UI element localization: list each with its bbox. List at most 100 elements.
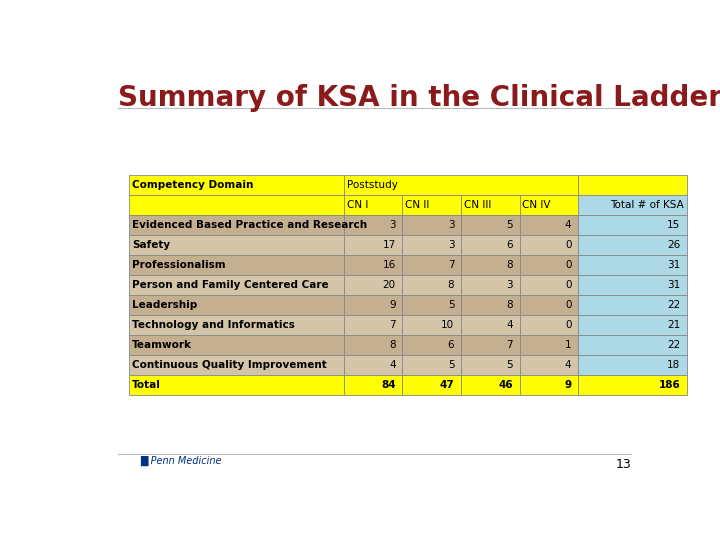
Text: 4: 4 [389,360,396,369]
Bar [129,315,344,335]
Bar [129,275,344,295]
Text: █ Penn Medicine: █ Penn Medicine [140,456,222,465]
Bar [520,255,578,275]
Text: 186: 186 [659,380,680,389]
Bar [344,175,578,195]
Text: 9: 9 [564,380,572,389]
Text: 1: 1 [565,340,572,349]
Text: 9: 9 [389,300,396,310]
Bar [520,295,578,315]
Bar [344,255,402,275]
Text: Poststudy: Poststudy [347,180,397,190]
Text: 26: 26 [667,240,680,250]
Text: Professionalism: Professionalism [132,260,225,270]
Text: 18: 18 [667,360,680,369]
Bar [578,235,687,255]
Bar [344,315,402,335]
Bar [520,315,578,335]
Text: 7: 7 [448,260,454,270]
Bar [402,235,461,255]
Bar [461,235,520,255]
Bar [578,315,687,335]
Bar [402,375,461,395]
Bar [129,195,344,215]
Bar [344,375,402,395]
Bar [461,255,520,275]
Bar [129,295,344,315]
Bar [402,275,461,295]
Text: Leadership: Leadership [132,300,197,310]
Bar [129,215,344,235]
Text: Competency Domain: Competency Domain [132,180,253,190]
Text: 7: 7 [506,340,513,349]
Text: 4: 4 [506,320,513,330]
Text: CN IV: CN IV [523,200,551,210]
Text: 20: 20 [382,280,396,290]
Bar [129,235,344,255]
Text: Continuous Quality Improvement: Continuous Quality Improvement [132,360,327,369]
Bar [578,275,687,295]
Bar [344,295,402,315]
Text: 15: 15 [667,220,680,230]
Text: 8: 8 [448,280,454,290]
Text: 3: 3 [448,220,454,230]
Text: CN III: CN III [464,200,491,210]
Bar [402,355,461,375]
Bar [461,335,520,355]
Bar [402,315,461,335]
Bar [578,335,687,355]
Bar [402,295,461,315]
Bar [461,215,520,235]
Text: 0: 0 [565,260,572,270]
Bar [520,355,578,375]
Text: 3: 3 [389,220,396,230]
Bar [520,215,578,235]
Text: 4: 4 [565,360,572,369]
Bar [520,375,578,395]
Bar [578,295,687,315]
Text: 8: 8 [506,300,513,310]
Bar [578,195,687,215]
Text: 5: 5 [506,360,513,369]
Text: 0: 0 [565,300,572,310]
Bar [461,375,520,395]
Bar [520,335,578,355]
Text: 6: 6 [506,240,513,250]
Text: 0: 0 [565,320,572,330]
Bar [461,315,520,335]
Text: 5: 5 [448,300,454,310]
Bar [344,335,402,355]
Text: 31: 31 [667,260,680,270]
Text: 16: 16 [382,260,396,270]
Text: 3: 3 [506,280,513,290]
Bar [129,335,344,355]
Bar [461,355,520,375]
Bar [578,375,687,395]
Text: 47: 47 [440,380,454,389]
Text: 22: 22 [667,340,680,349]
Bar [402,215,461,235]
Bar [578,215,687,235]
Bar [520,235,578,255]
Text: 31: 31 [667,280,680,290]
Text: 5: 5 [506,220,513,230]
Bar [129,255,344,275]
Bar [344,215,402,235]
Text: Technology and Informatics: Technology and Informatics [132,320,294,330]
Bar [402,335,461,355]
Text: 21: 21 [667,320,680,330]
Text: 13: 13 [616,458,631,471]
Text: Teamwork: Teamwork [132,340,192,349]
Bar [344,275,402,295]
Bar [520,275,578,295]
Bar [461,275,520,295]
Bar [520,195,578,215]
Text: 0: 0 [565,280,572,290]
Text: 0: 0 [565,240,572,250]
Bar [402,255,461,275]
Bar [344,195,402,215]
Bar [129,175,344,195]
Bar [461,295,520,315]
Text: 84: 84 [381,380,396,389]
Text: 17: 17 [382,240,396,250]
